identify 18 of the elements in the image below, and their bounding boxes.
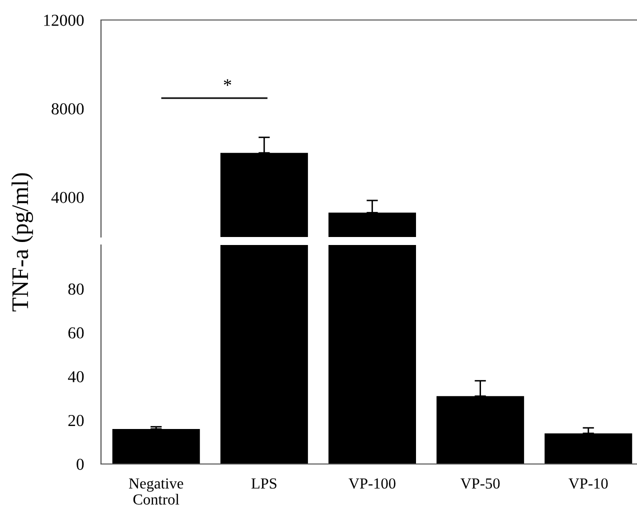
- x-tick-label: VP-10: [568, 478, 608, 489]
- bar: [112, 428, 200, 464]
- x-tick-label: VP-100: [348, 478, 396, 489]
- y-tick-label: 12000: [44, 14, 84, 26]
- y-axis-title: TNF-a (pg/ml): [12, 173, 34, 312]
- x-tick-label: LPS: [251, 478, 276, 489]
- y-tick-label: 0: [76, 458, 84, 470]
- y-tick-label: 8000: [52, 103, 84, 115]
- x-tick-label: Negative Control: [128, 478, 184, 505]
- annotation: *: [224, 79, 232, 86]
- bar: [220, 245, 308, 464]
- y-tick-label: 20: [68, 414, 84, 426]
- y-tick-label: 60: [68, 327, 84, 339]
- y-tick-label: 40: [68, 371, 84, 382]
- x-tick-label: VP-50: [460, 478, 500, 489]
- y-tick-label: 80: [68, 284, 84, 295]
- y-tick-label: 4000: [51, 192, 84, 204]
- bar: [328, 245, 416, 464]
